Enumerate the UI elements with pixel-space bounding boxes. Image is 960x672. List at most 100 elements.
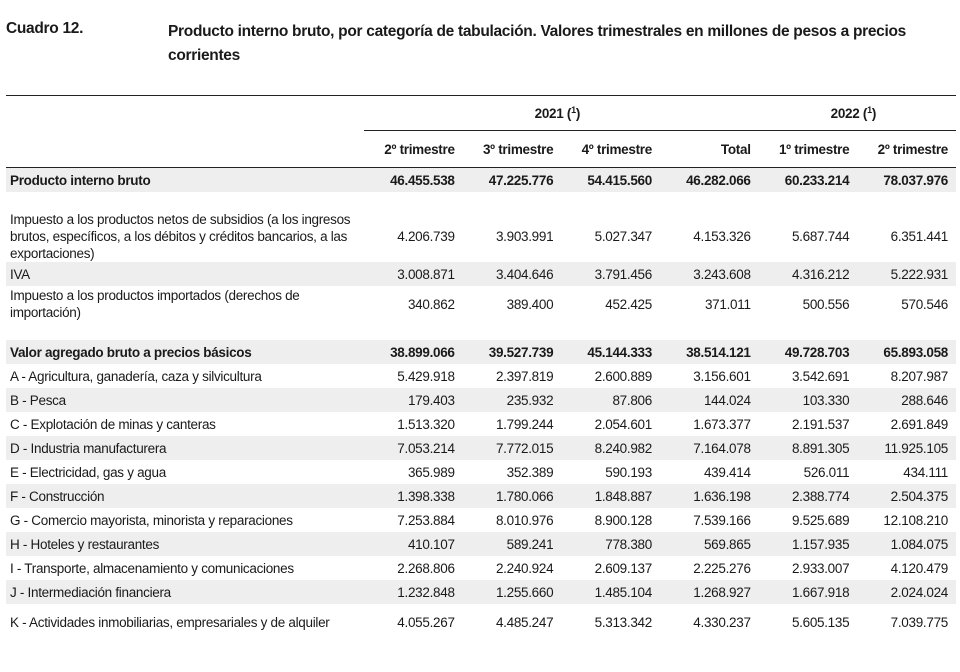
period-header-row: 2º trimestre 3º trimestre 4º trimestre T…: [6, 130, 956, 168]
spacer-cell: [6, 322, 956, 340]
value-cell: 1.780.066: [462, 484, 562, 508]
value-cell: 434.111: [903, 464, 948, 480]
value-cell: 9.525.689: [791, 512, 850, 528]
period-header: 3º trimestre: [462, 130, 562, 168]
value-cell: 5.687.744: [791, 228, 850, 244]
year-2021-header: 2021 (1): [364, 95, 759, 131]
row-label: A - Agricultura, ganadería, caza y silvi…: [10, 368, 262, 384]
value-cell: 5.222.931: [857, 262, 956, 286]
table-row: E - Electricidad, gas y agua 365.989 352.3…: [6, 460, 956, 484]
row-label: F - Construcción: [6, 484, 364, 508]
value-cell: 7.053.214: [364, 436, 463, 460]
value-cell: 3.404.646: [462, 262, 562, 286]
year-label: 2021 (: [534, 105, 572, 121]
value-cell: 1.232.848: [364, 580, 463, 604]
value-cell: 7.253.884: [397, 512, 455, 528]
row-label: I - Transporte, almacenamiento y comunic…: [10, 560, 294, 576]
value-cell: 1.667.918: [758, 580, 858, 604]
table-number: Cuadro 12.: [6, 20, 84, 37]
row-label: Impuesto a los productos netos de subsid…: [10, 211, 351, 261]
value-cell: 2.388.774: [758, 484, 858, 508]
value-cell: 8.207.987: [890, 368, 949, 384]
value-cell: 590.193: [605, 464, 652, 480]
row-label: J - Intermediación financiera: [6, 580, 364, 604]
value-cell: 11.925.105: [857, 436, 956, 460]
value-cell: 589.241: [462, 532, 562, 556]
value-cell: 389.400: [506, 296, 554, 312]
table-title: Producto interno bruto, por categoría de…: [168, 23, 906, 64]
value-cell: 46.455.538: [364, 167, 463, 192]
spacer-row: [6, 322, 956, 340]
row-label: D - Industria manufacturera: [6, 436, 364, 460]
value-cell: 3.542.691: [791, 368, 850, 384]
row-label: Producto interno bruto: [6, 167, 364, 192]
value-cell: 7.039.775: [890, 614, 949, 630]
value-cell: 778.380: [561, 532, 660, 556]
footnote-ref: 1: [867, 104, 872, 115]
period-header: Total: [659, 130, 759, 168]
row-label: C - Explotación de minas y canteras: [10, 416, 216, 432]
value-cell: 4.055.267: [397, 614, 455, 630]
table-row: C - Explotación de minas y canteras 1.513…: [6, 412, 956, 436]
table-row: K - Actividades inmobiliarias, empresari…: [6, 604, 956, 640]
table-row: B - Pesca 179.403 235.932 87.806 144.024 103.…: [6, 388, 956, 412]
value-cell: 340.862: [407, 296, 455, 312]
table-row: F - Construcción 1.398.338 1.780.066 1.848.…: [6, 484, 956, 508]
value-cell: 7.772.015: [462, 436, 562, 460]
value-cell: 1.268.927: [659, 580, 759, 604]
period-header: 1º trimestre: [758, 130, 858, 168]
value-cell: 5.027.347: [594, 228, 653, 244]
value-cell: 3.791.456: [561, 262, 660, 286]
value-cell: 1.513.320: [397, 416, 455, 432]
value-cell: 1.255.660: [462, 580, 562, 604]
value-cell: 570.546: [901, 296, 948, 312]
value-cell: 6.351.441: [890, 228, 949, 244]
value-cell: 47.225.776: [462, 167, 562, 192]
value-cell: 8.900.128: [594, 512, 653, 528]
value-cell: 1.398.338: [364, 484, 463, 508]
value-cell: 2.397.819: [495, 368, 554, 384]
value-cell: 1.848.887: [561, 484, 660, 508]
value-cell: 1.084.075: [857, 532, 956, 556]
value-cell: 4.153.326: [693, 228, 751, 244]
value-cell: 4.485.247: [495, 614, 554, 630]
table-row: D - Industria manufacturera 7.053.214 7.77…: [6, 436, 956, 460]
value-cell: 4.206.739: [397, 228, 455, 244]
row-label: Impuesto a los productos importados (der…: [10, 288, 300, 320]
value-cell: 78.037.976: [857, 167, 956, 192]
year-label-close: ): [871, 105, 877, 121]
table-row: J - Intermediación financiera 1.232.848 1.…: [6, 580, 956, 604]
table-row: Producto interno bruto 46.455.538 47.225.7…: [6, 167, 956, 192]
value-cell: 45.144.333: [561, 340, 660, 364]
table-row: Impuesto a los productos netos de subsid…: [6, 210, 956, 262]
value-cell: 5.605.135: [791, 614, 850, 630]
value-cell: 8.891.305: [758, 436, 858, 460]
table-row: G - Comercio mayorista, minorista y repa…: [6, 508, 956, 532]
value-cell: 2.240.924: [495, 560, 554, 576]
table-body: Producto interno bruto 46.455.538 47.225.7…: [6, 167, 956, 641]
value-cell: 2.504.375: [857, 484, 956, 508]
value-cell: 1.799.244: [495, 416, 554, 432]
value-cell: 2.225.276: [693, 560, 751, 576]
row-label: B - Pesca: [6, 388, 364, 412]
value-cell: 2.600.889: [594, 368, 653, 384]
value-cell: 54.415.560: [561, 167, 660, 192]
value-cell: 38.899.066: [364, 340, 463, 364]
value-cell: 7.539.166: [693, 512, 751, 528]
value-cell: 38.514.121: [659, 340, 759, 364]
row-label: E - Electricidad, gas y agua: [10, 464, 166, 480]
value-cell: 8.010.976: [495, 512, 554, 528]
value-cell: 2.054.601: [594, 416, 653, 432]
value-cell: 2.609.137: [594, 560, 653, 576]
value-cell: 144.024: [659, 388, 759, 412]
value-cell: 1.485.104: [561, 580, 660, 604]
year-label: 2022 (: [830, 105, 868, 121]
value-cell: 2.024.024: [857, 580, 956, 604]
row-label: Valor agregado bruto a precios básicos: [6, 340, 364, 364]
table-row: Valor agregado bruto a precios básicos 38…: [6, 340, 956, 364]
value-cell: 2.191.537: [791, 416, 850, 432]
value-cell: 288.646: [857, 388, 956, 412]
value-cell: 371.011: [704, 296, 751, 312]
value-cell: 1.157.935: [758, 532, 858, 556]
